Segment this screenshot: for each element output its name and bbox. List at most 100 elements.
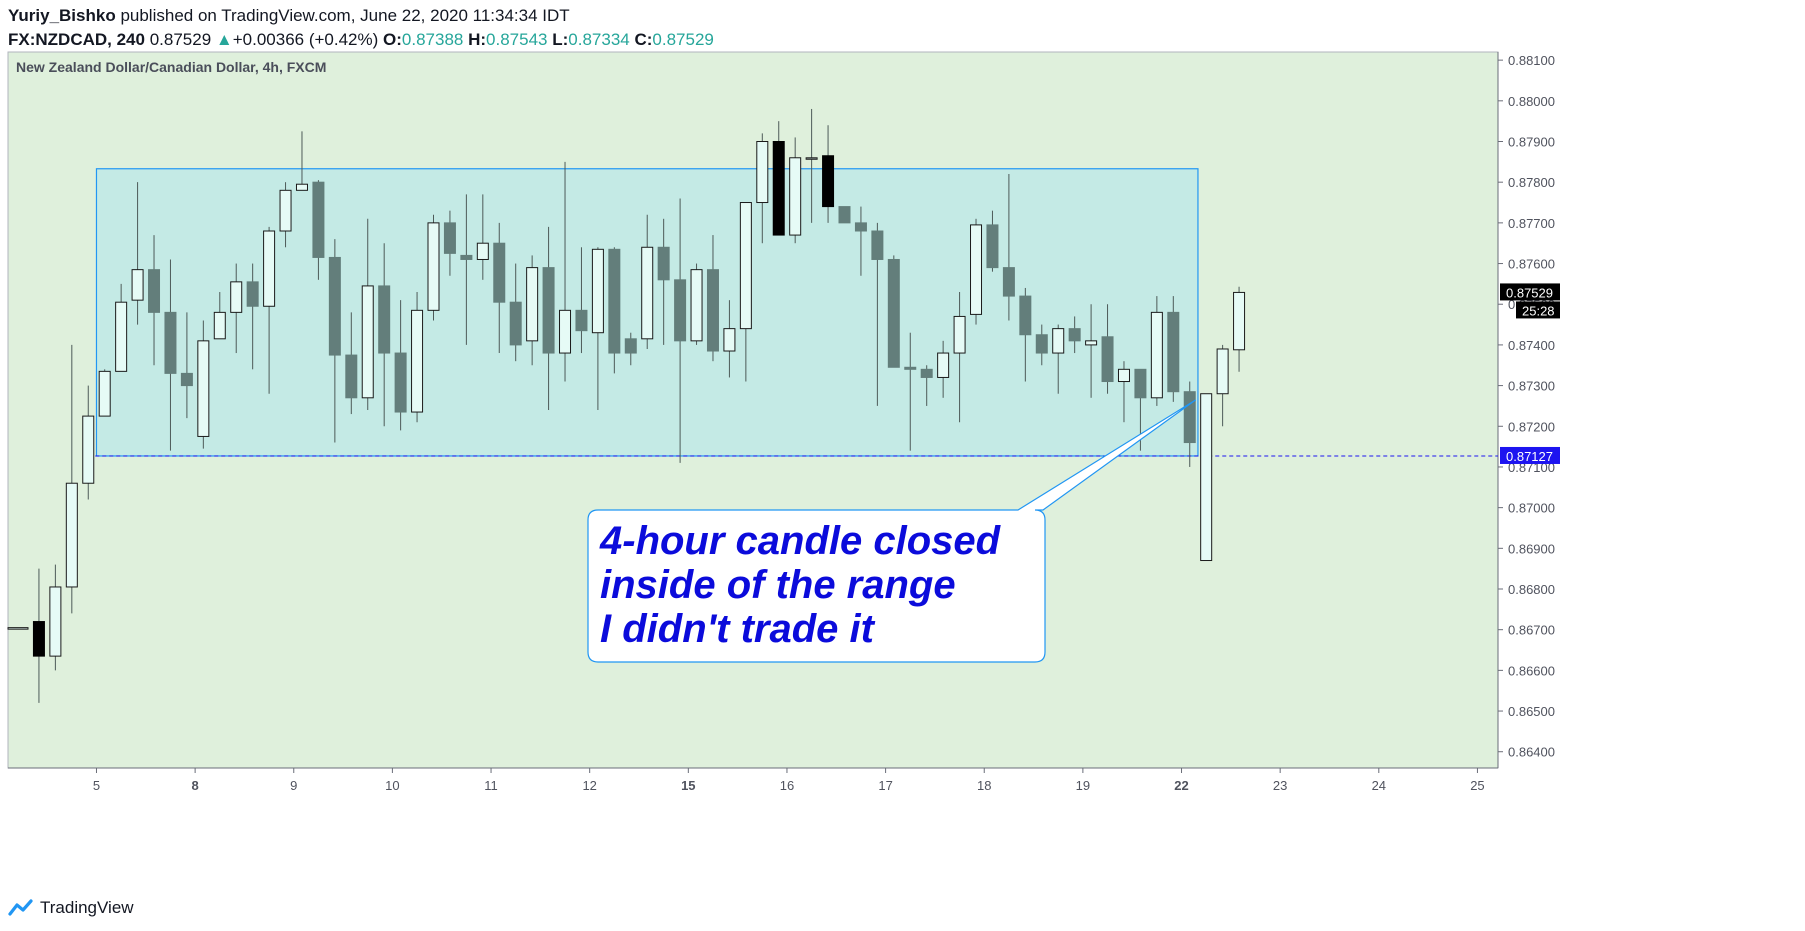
candle[interactable]: [295, 131, 308, 191]
candle[interactable]: [197, 320, 210, 449]
candle[interactable]: [789, 137, 802, 244]
candle[interactable]: [82, 385, 95, 500]
candle[interactable]: [559, 161, 572, 382]
candle[interactable]: [460, 194, 473, 345]
candle[interactable]: [1068, 316, 1081, 354]
candle[interactable]: [49, 564, 62, 671]
candle[interactable]: [723, 300, 736, 378]
tradingview-logo-icon[interactable]: [8, 899, 36, 917]
candle-body: [854, 222, 867, 232]
candle[interactable]: [361, 218, 374, 410]
candle[interactable]: [115, 283, 128, 372]
candle[interactable]: [772, 121, 785, 236]
candle[interactable]: [246, 263, 259, 370]
candle[interactable]: [213, 292, 226, 340]
candle[interactable]: [1117, 361, 1130, 423]
candle[interactable]: [443, 210, 456, 276]
candle[interactable]: [822, 125, 835, 223]
countdown-label: 25:28: [1522, 303, 1555, 318]
candle[interactable]: [1167, 296, 1180, 402]
candle[interactable]: [476, 194, 489, 280]
candle[interactable]: [1150, 296, 1163, 406]
candle[interactable]: [1200, 393, 1213, 562]
candle-body: [1117, 368, 1130, 383]
candle[interactable]: [1183, 381, 1196, 467]
candle-body: [98, 370, 111, 417]
x-tick-label: 12: [582, 778, 596, 793]
candle[interactable]: [493, 222, 506, 354]
candle[interactable]: [904, 332, 917, 451]
candle[interactable]: [739, 202, 752, 382]
candle[interactable]: [970, 218, 983, 325]
candle[interactable]: [1233, 286, 1246, 372]
y-tick-label: 0.86800: [1508, 582, 1555, 597]
candle-body: [180, 372, 193, 387]
candle[interactable]: [608, 247, 621, 374]
candle[interactable]: [690, 263, 703, 345]
candle[interactable]: [986, 210, 999, 272]
candle[interactable]: [427, 214, 440, 321]
candle[interactable]: [279, 182, 292, 248]
publisher-name[interactable]: Yuriy_Bishko: [8, 6, 116, 25]
candlestick-chart[interactable]: New Zealand Dollar/Canadian Dollar, 4h, …: [0, 0, 1805, 895]
candle[interactable]: [509, 263, 522, 362]
candle[interactable]: [1085, 304, 1098, 398]
x-tick-label: 8: [192, 778, 199, 793]
candle[interactable]: [526, 255, 539, 366]
y-tick-label: 0.86600: [1508, 663, 1555, 678]
candle[interactable]: [641, 214, 654, 349]
candle-body: [65, 482, 78, 588]
candle[interactable]: [394, 300, 407, 431]
x-tick-label: 15: [681, 778, 695, 793]
candle[interactable]: [411, 292, 424, 423]
candle[interactable]: [624, 332, 637, 366]
y-tick-label: 0.87300: [1508, 379, 1555, 394]
candle-body: [263, 230, 276, 307]
symbol-line: FX:NZDCAD, 240 0.87529 ▲+0.00366 (+0.42%…: [8, 30, 714, 50]
candle[interactable]: [953, 292, 966, 423]
candle[interactable]: [230, 263, 243, 354]
candle[interactable]: [164, 259, 177, 451]
brand-label[interactable]: TradingView: [40, 898, 134, 917]
y-tick-label: 0.87700: [1508, 216, 1555, 231]
candle[interactable]: [1035, 324, 1048, 366]
candle[interactable]: [312, 180, 325, 280]
candle[interactable]: [1019, 287, 1032, 382]
candle[interactable]: [854, 206, 867, 276]
candle[interactable]: [838, 206, 851, 224]
candle[interactable]: [542, 226, 555, 410]
candle[interactable]: [328, 239, 341, 443]
candle[interactable]: [1101, 304, 1114, 394]
candle[interactable]: [756, 133, 769, 244]
candle[interactable]: [805, 108, 818, 223]
candle[interactable]: [657, 218, 670, 345]
candle[interactable]: [591, 247, 604, 410]
candle-body: [1068, 328, 1081, 342]
candle[interactable]: [180, 312, 193, 419]
candle-body: [674, 279, 687, 342]
candle[interactable]: [345, 312, 358, 415]
candle[interactable]: [7, 627, 29, 630]
candle[interactable]: [1002, 174, 1015, 321]
last-price-label: 0.87529: [1506, 285, 1553, 300]
x-tick-label: 10: [385, 778, 399, 793]
candle[interactable]: [378, 243, 391, 427]
candle[interactable]: [98, 369, 111, 417]
candle[interactable]: [131, 182, 144, 325]
annotation-callout[interactable]: [587, 399, 1197, 663]
support-price-label-bg: [1500, 446, 1560, 464]
candle[interactable]: [706, 235, 719, 362]
y-tick-label: 0.86500: [1508, 704, 1555, 719]
candle[interactable]: [32, 568, 45, 703]
candle[interactable]: [1052, 324, 1065, 394]
candle[interactable]: [1216, 344, 1229, 427]
candle[interactable]: [263, 226, 276, 394]
candle[interactable]: [937, 340, 950, 398]
candle[interactable]: [920, 365, 933, 406]
candle[interactable]: [575, 247, 588, 354]
candle[interactable]: [887, 255, 900, 368]
candle[interactable]: [65, 344, 78, 614]
candle[interactable]: [871, 222, 884, 406]
candle[interactable]: [148, 235, 161, 366]
candle[interactable]: [674, 198, 687, 463]
